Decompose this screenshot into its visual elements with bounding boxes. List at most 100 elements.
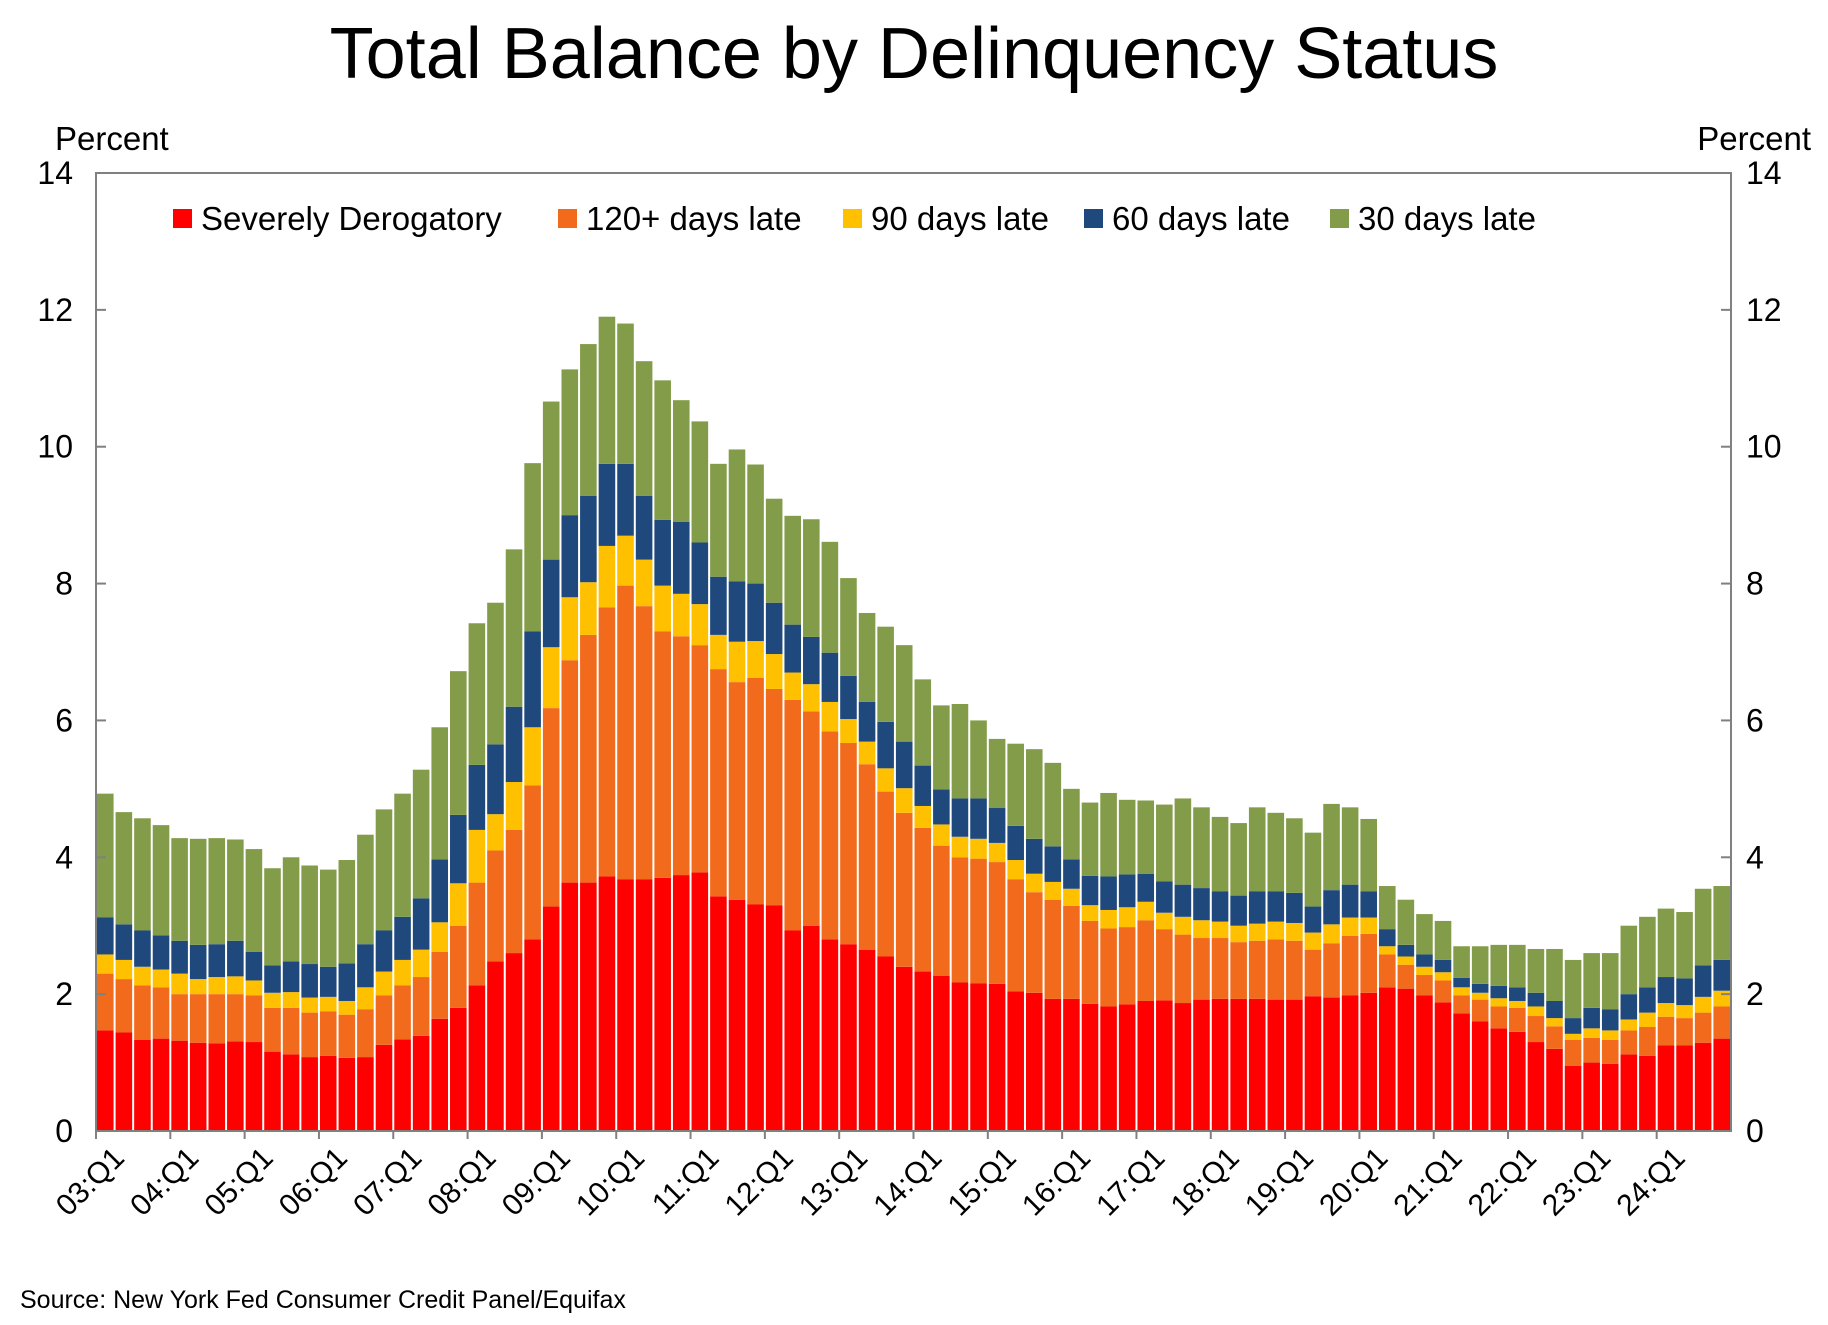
- bar-segment-120-days-late: [1174, 934, 1192, 1004]
- bar-segment-severely-derogatory: [1007, 991, 1024, 1131]
- bar-segment-90-days-late: [654, 585, 671, 632]
- bar-segment-30-days-late: [171, 838, 188, 941]
- x-tick-label: 18:Q1: [1165, 1141, 1246, 1222]
- bar-segment-60-days-late: [487, 744, 504, 815]
- bar-segment-severely-derogatory: [1100, 1006, 1117, 1131]
- bar-segment-90-days-late: [617, 535, 634, 586]
- bar-segment-90-days-late: [357, 987, 374, 1010]
- bar-segment-severely-derogatory: [301, 1057, 318, 1131]
- bar-segment-90-days-late: [505, 782, 523, 830]
- bar-segment-30-days-late: [672, 400, 690, 522]
- bar-segment-severely-derogatory: [357, 1057, 374, 1131]
- bar-segment-30-days-late: [988, 738, 1006, 809]
- bar-segment-90-days-late: [1174, 916, 1192, 935]
- bar-segment-120-days-late: [97, 973, 114, 1031]
- bar-segment-120-days-late: [542, 708, 560, 907]
- bar-segment-60-days-late: [914, 765, 932, 806]
- bar-segment-severely-derogatory: [710, 896, 727, 1131]
- bar-segment-120-days-late: [598, 607, 616, 877]
- bar-segment-severely-derogatory: [1434, 1002, 1452, 1131]
- bar-segment-30-days-late: [1286, 818, 1303, 893]
- bar-segment-120-days-late: [877, 791, 894, 957]
- bar-segment-severely-derogatory: [1471, 1021, 1489, 1131]
- bar-segment-30-days-late: [152, 825, 170, 936]
- bar-segment-30-days-late: [580, 344, 597, 496]
- bar-segment-severely-derogatory: [672, 875, 690, 1131]
- bar-segment-90-days-late: [1007, 860, 1024, 880]
- bar-segment-severely-derogatory: [282, 1054, 300, 1131]
- bar-segment-120-days-late: [1156, 929, 1173, 1001]
- bar-segment-severely-derogatory: [747, 904, 764, 1131]
- bar-segment-90-days-late: [858, 741, 876, 765]
- bar-segment-60-days-late: [468, 764, 486, 830]
- bar-segment-60-days-late: [1583, 1007, 1600, 1029]
- bar-segment-90-days-late: [468, 829, 486, 883]
- y-tick-label-right: 8: [1746, 566, 1764, 602]
- bar-segment-60-days-late: [1063, 859, 1080, 889]
- bar-segment-60-days-late: [858, 701, 876, 742]
- y-tick-label-left: 10: [37, 429, 73, 465]
- bar-segment-90-days-late: [1156, 912, 1173, 930]
- bar-segment-60-days-late: [1434, 959, 1452, 973]
- y-tick-label-left: 12: [37, 292, 73, 328]
- bar-segment-30-days-late: [505, 549, 523, 707]
- bar-segment-120-days-late: [264, 1007, 281, 1052]
- bar-segment-60-days-late: [747, 583, 764, 642]
- legend-label: 120+ days late: [586, 200, 802, 237]
- x-tick-label: 04:Q1: [124, 1141, 205, 1222]
- bar-segment-90-days-late: [803, 684, 820, 712]
- bar-segment-30-days-late: [450, 671, 467, 815]
- bar-segment-severely-derogatory: [858, 949, 876, 1131]
- bar-segment-120-days-late: [1620, 1030, 1638, 1055]
- bar-segment-severely-derogatory: [1546, 1048, 1563, 1131]
- bar-segment-60-days-late: [895, 741, 913, 789]
- bar-segment-60-days-late: [784, 624, 802, 673]
- bar-segment-severely-derogatory: [1509, 1031, 1526, 1131]
- bar-segment-60-days-late: [1713, 959, 1730, 991]
- bar-segment-severely-derogatory: [1267, 999, 1285, 1131]
- bar-segment-severely-derogatory: [1044, 998, 1062, 1131]
- bar-segment-60-days-late: [1490, 985, 1508, 999]
- bar-segment-120-days-late: [1137, 920, 1155, 1001]
- bar-segment-90-days-late: [580, 582, 597, 635]
- bar-segment-120-days-late: [1044, 899, 1062, 999]
- bar-segment-severely-derogatory: [487, 961, 504, 1131]
- x-tick-label: 20:Q1: [1313, 1141, 1394, 1222]
- bar-segment-60-days-late: [301, 964, 318, 998]
- bar-segment-120-days-late: [970, 858, 987, 984]
- bar-segment-90-days-late: [1639, 1012, 1656, 1027]
- bar-segment-30-days-late: [877, 626, 894, 722]
- bar-segment-severely-derogatory: [598, 876, 616, 1131]
- bar-segment-30-days-late: [970, 720, 987, 799]
- bar-segment-30-days-late: [1509, 944, 1526, 988]
- bar-segment-90-days-late: [1676, 1005, 1693, 1019]
- bar-segment-120-days-late: [840, 743, 857, 945]
- bar-segment-30-days-late: [208, 838, 226, 945]
- bar-segment-60-days-late: [450, 814, 467, 884]
- bar-segment-120-days-late: [784, 699, 802, 931]
- legend-label: 60 days late: [1112, 200, 1290, 237]
- bar-segment-30-days-late: [821, 541, 839, 653]
- bar-segment-60-days-late: [264, 965, 281, 993]
- legend-swatch: [1330, 209, 1349, 228]
- bar-segment-severely-derogatory: [1137, 1000, 1155, 1131]
- x-tick-label: 14:Q1: [867, 1141, 948, 1222]
- bar-segment-120-days-late: [821, 731, 839, 940]
- bar-segment-30-days-late: [264, 868, 281, 966]
- bar-segment-90-days-late: [1267, 921, 1285, 940]
- bar-segment-90-days-late: [1193, 920, 1210, 939]
- bar-segment-120-days-late: [450, 925, 467, 1008]
- bar-segment-90-days-late: [282, 992, 300, 1008]
- bar-segment-30-days-late: [1341, 807, 1359, 885]
- bar-segment-60-days-late: [970, 798, 987, 839]
- bar-segment-120-days-late: [1267, 939, 1285, 1000]
- bar-segment-90-days-late: [1211, 921, 1229, 939]
- bar-segment-90-days-late: [1490, 998, 1508, 1007]
- bar-segment-severely-derogatory: [840, 944, 857, 1131]
- bar-segment-90-days-late: [1286, 922, 1303, 941]
- bar-segment-60-days-late: [598, 463, 616, 546]
- bar-segment-90-days-late: [227, 976, 244, 995]
- bar-segment-30-days-late: [1713, 886, 1730, 960]
- bar-segment-90-days-late: [1713, 990, 1730, 1007]
- bar-segment-60-days-late: [1509, 987, 1526, 1001]
